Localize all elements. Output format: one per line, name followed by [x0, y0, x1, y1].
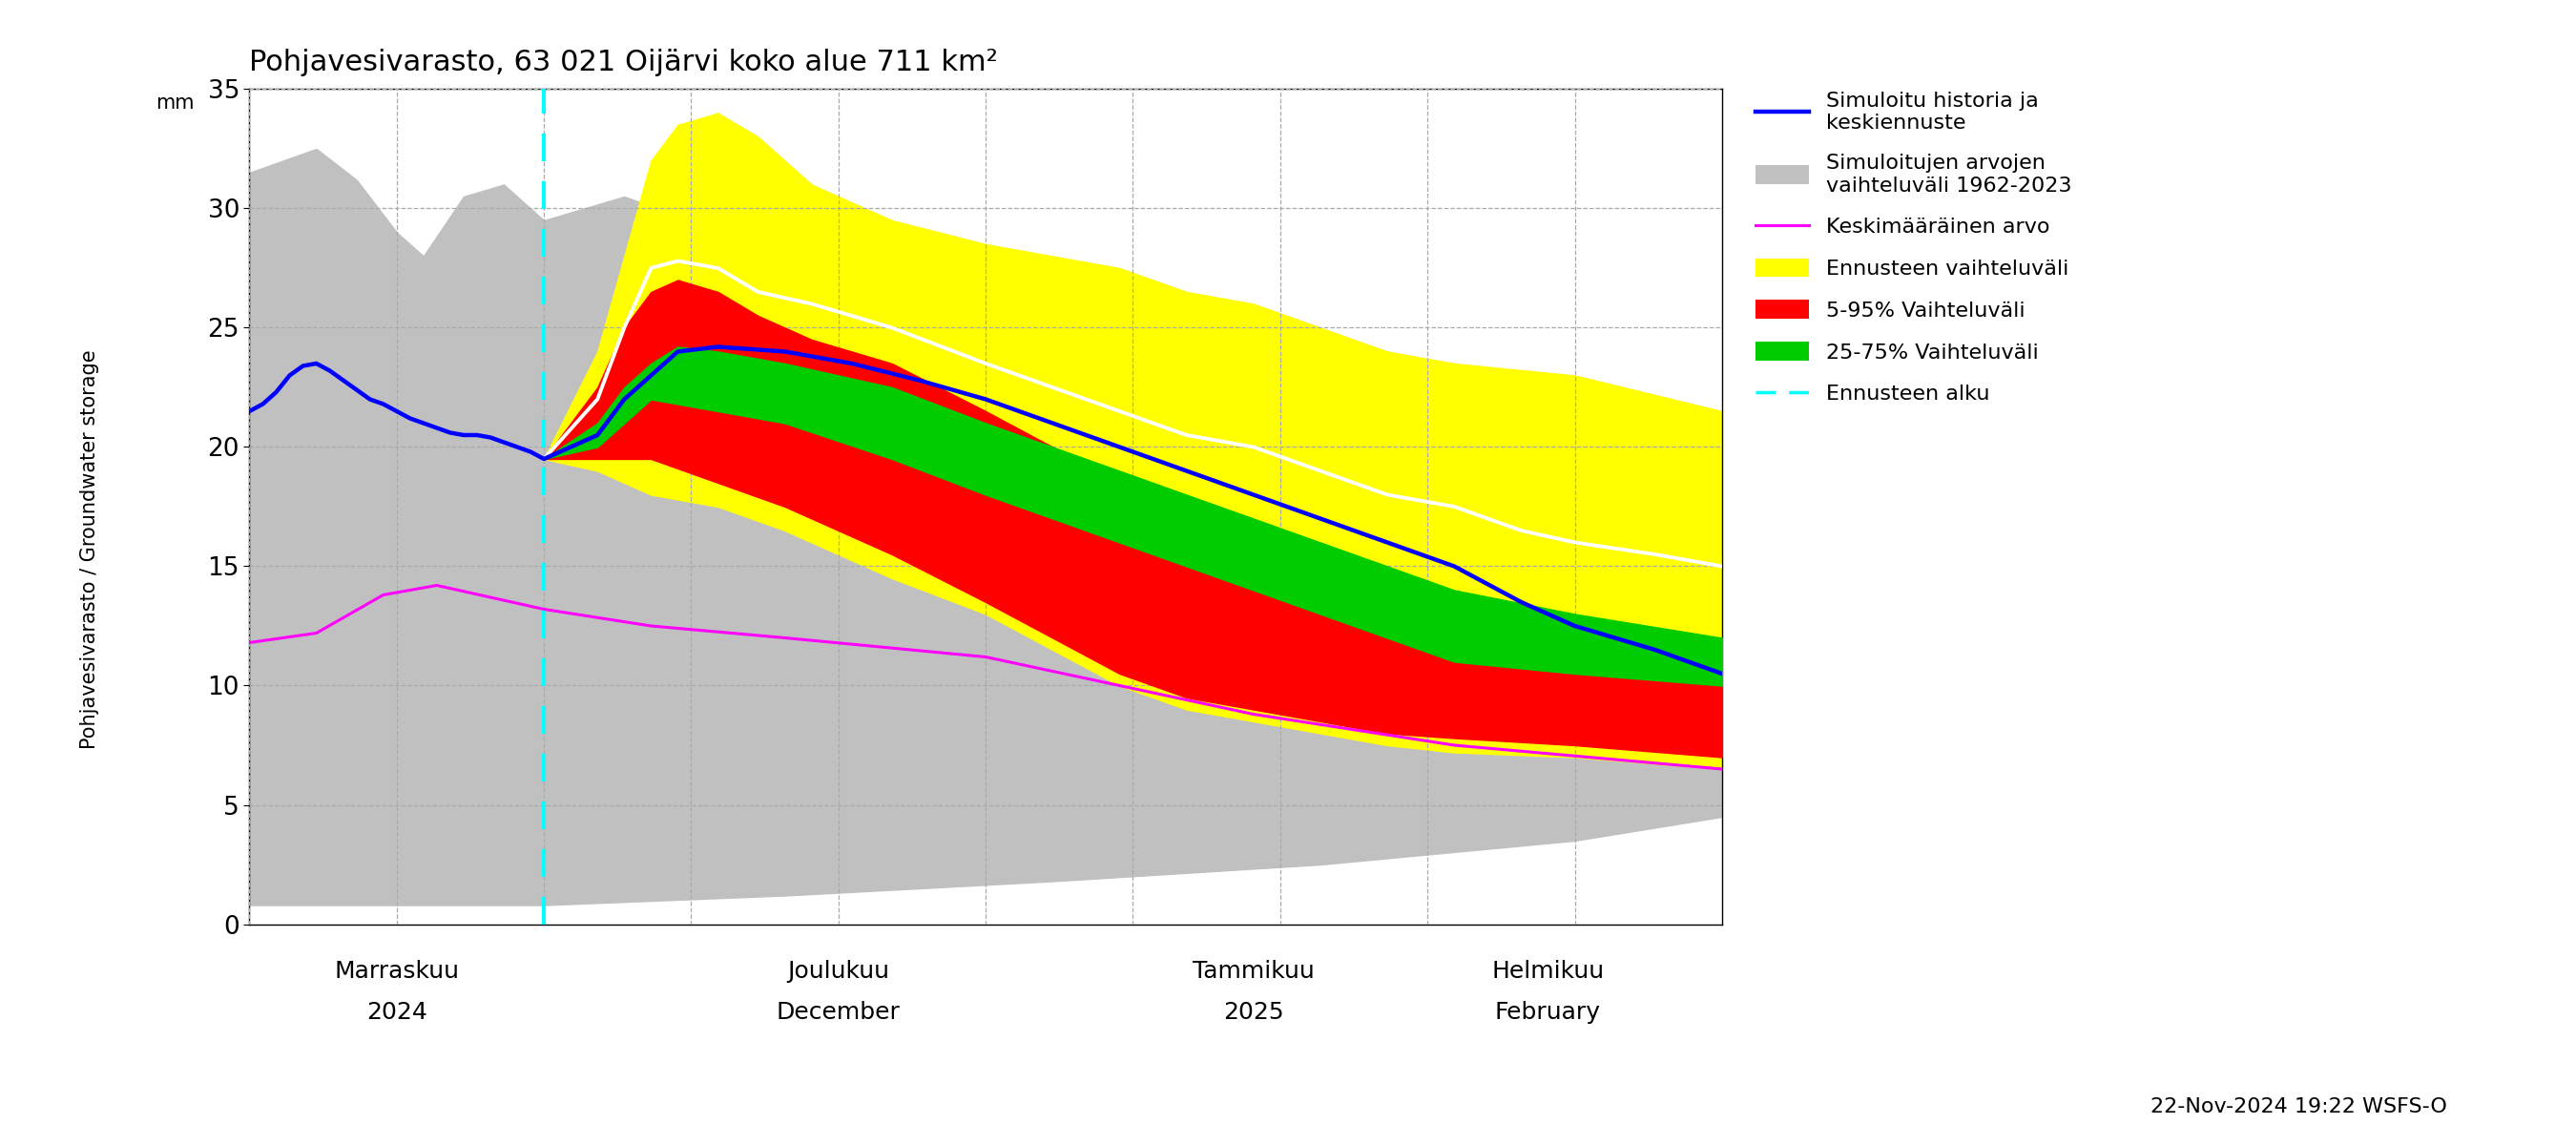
Text: 2024: 2024 [366, 1001, 428, 1024]
Legend: Simuloitu historia ja
keskiennuste, Simuloitujen arvojen
vaihteluväli 1962-2023,: Simuloitu historia ja keskiennuste, Simu… [1747, 84, 2079, 412]
Text: 2025: 2025 [1224, 1001, 1283, 1024]
Text: Helmikuu: Helmikuu [1492, 960, 1605, 982]
Text: Tammikuu: Tammikuu [1193, 960, 1314, 982]
Text: February: February [1494, 1001, 1600, 1024]
Text: 22-Nov-2024 19:22 WSFS-O: 22-Nov-2024 19:22 WSFS-O [2151, 1097, 2447, 1116]
Text: Pohjavesivarasto / Groundwater storage: Pohjavesivarasto / Groundwater storage [80, 350, 100, 749]
Text: December: December [775, 1001, 902, 1024]
Text: Pohjavesivarasto, 63 021 Oijärvi koko alue 711 km²: Pohjavesivarasto, 63 021 Oijärvi koko al… [250, 48, 997, 77]
Text: Marraskuu: Marraskuu [335, 960, 459, 982]
Text: Joulukuu: Joulukuu [788, 960, 889, 982]
Text: mm: mm [157, 94, 196, 112]
